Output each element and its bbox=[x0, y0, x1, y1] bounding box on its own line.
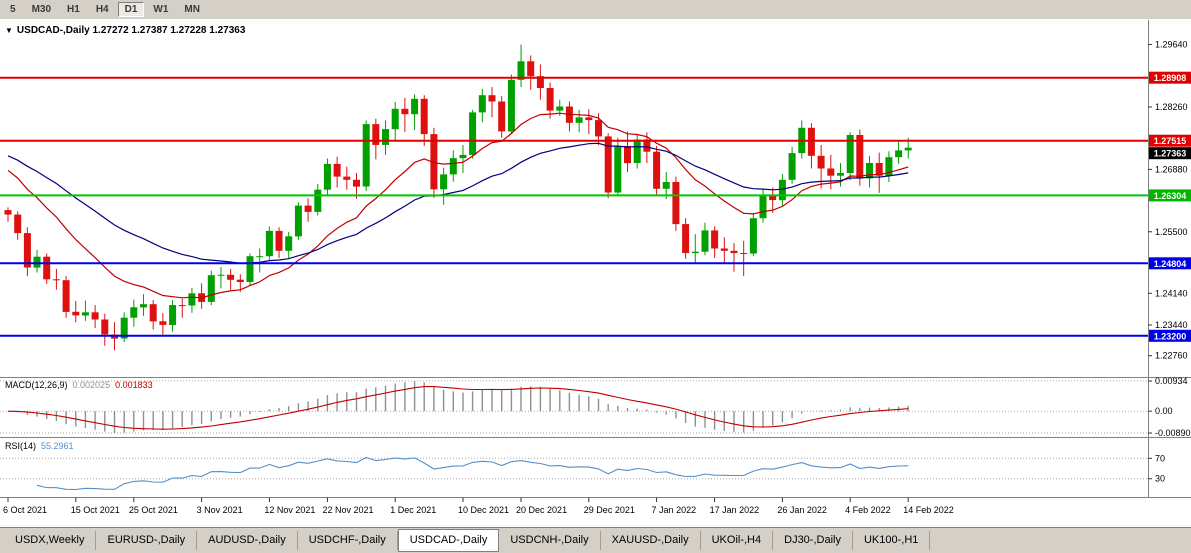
price-badge bbox=[1149, 257, 1191, 270]
price-tick-label: 1.25500 bbox=[1155, 227, 1188, 237]
chart-tab-ukoil-h4[interactable]: UKOil-,H4 bbox=[701, 531, 774, 550]
chart-tab-usdchf-daily[interactable]: USDCHF-,Daily bbox=[298, 531, 398, 550]
chart-tab-dj30-daily[interactable]: DJ30-,Daily bbox=[773, 531, 853, 550]
price-tick-label: 1.23440 bbox=[1155, 320, 1188, 330]
date-label: 4 Feb 2022 bbox=[845, 505, 891, 515]
timeframe-button-h4[interactable]: H4 bbox=[95, 4, 109, 15]
chart-area: 1.29640 1.28260 1.26880 1.25500 1.24140 1.234… bbox=[0, 20, 1191, 527]
price-badge-label: 1.23200 bbox=[1154, 331, 1187, 341]
macd-signal-line bbox=[7, 386, 909, 430]
chart-tab-usdcad-daily[interactable]: USDCAD-,Daily bbox=[397, 529, 500, 552]
chart-tab-uk100-h1[interactable]: UK100-,H1 bbox=[853, 531, 931, 550]
price-badge bbox=[1149, 147, 1191, 160]
chart-tab-bar: USDX,Weekly EURUSD-,Daily AUDUSD-,Daily USD… bbox=[0, 527, 1191, 553]
rsi-panel: 70 30 RSI(14) 55.2961 bbox=[0, 441, 1165, 491]
chart-tab-usdx-weekly[interactable]: USDX,Weekly bbox=[4, 531, 97, 550]
macd-axis-label: 0.00 bbox=[1155, 406, 1173, 416]
rsi-level-label: 30 bbox=[1155, 474, 1165, 484]
date-label: 6 Oct 2021 bbox=[3, 505, 47, 515]
date-label: 15 Oct 2021 bbox=[71, 505, 120, 515]
price-chart: 1.29640 1.28260 1.26880 1.25500 1.24140 1.234… bbox=[0, 20, 1191, 527]
moving-average-15 bbox=[7, 112, 909, 299]
macd-axis-label: 0.00934 bbox=[1155, 376, 1188, 386]
date-label: 29 Dec 2021 bbox=[584, 505, 635, 515]
price-badge-label: 1.27363 bbox=[1154, 149, 1187, 159]
chart-tab-audusd-daily[interactable]: AUDUSD-,Daily bbox=[197, 531, 298, 550]
date-label: 12 Nov 2021 bbox=[264, 505, 315, 515]
date-label: 7 Jan 2022 bbox=[652, 505, 697, 515]
macd-axis-label: -0.00890 bbox=[1155, 428, 1191, 438]
date-label: 26 Jan 2022 bbox=[777, 505, 827, 515]
date-label: 22 Nov 2021 bbox=[322, 505, 373, 515]
timeframe-button-5[interactable]: 5 bbox=[10, 4, 16, 15]
date-label: 14 Feb 2022 bbox=[903, 505, 954, 515]
price-tick-label: 1.22760 bbox=[1155, 351, 1188, 361]
timeframe-button-d1[interactable]: D1 bbox=[117, 2, 145, 17]
chart-tab-xauusd-daily[interactable]: XAUUSD-,Daily bbox=[601, 531, 701, 550]
chart-ohlc-header: ▼ USDCAD-,Daily 1.27272 1.27387 1.27228 1… bbox=[5, 25, 246, 36]
price-badge bbox=[1149, 189, 1191, 202]
macd-panel: 0.00934 0.00 -0.00890 MACD(12,26,9) 0.002025… bbox=[0, 376, 1191, 438]
timeframe-button-h1[interactable]: H1 bbox=[67, 4, 80, 15]
timeframe-button-mn[interactable]: MN bbox=[184, 4, 200, 15]
rsi-level-label: 70 bbox=[1155, 453, 1165, 463]
date-label: 17 Jan 2022 bbox=[710, 505, 760, 515]
price-badge-label: 1.26304 bbox=[1154, 191, 1187, 201]
price-tick-label: 1.26880 bbox=[1155, 164, 1188, 174]
date-label: 10 Dec 2021 bbox=[458, 505, 509, 515]
price-badge-label: 1.24804 bbox=[1154, 259, 1187, 269]
timeframe-toolbar: 5 M30 H1 H4 D1 W1 MN bbox=[0, 0, 1191, 20]
moving-average-34 bbox=[7, 142, 909, 264]
price-tick-label: 1.24140 bbox=[1155, 288, 1188, 298]
price-badge bbox=[1149, 329, 1191, 342]
price-badge-label: 1.27515 bbox=[1154, 136, 1187, 146]
chart-background bbox=[0, 20, 1191, 527]
macd-header: MACD(12,26,9) 0.002025 0.001833 bbox=[5, 380, 153, 390]
price-tick-label: 1.28260 bbox=[1155, 102, 1188, 112]
price-badge-label: 1.28908 bbox=[1154, 73, 1187, 83]
chart-tab-eurusd-daily[interactable]: EURUSD-,Daily bbox=[96, 531, 198, 550]
timeframe-button-m30[interactable]: M30 bbox=[31, 4, 52, 15]
price-tick-label: 1.29640 bbox=[1155, 40, 1188, 50]
rsi-line bbox=[36, 456, 909, 491]
price-badge bbox=[1149, 71, 1191, 84]
candles bbox=[4, 44, 912, 351]
date-label: 20 Dec 2021 bbox=[516, 505, 567, 515]
date-label: 3 Nov 2021 bbox=[197, 505, 243, 515]
date-axis: 6 Oct 2021 15 Oct 2021 25 Oct 2021 3 Nov 20… bbox=[3, 497, 954, 515]
chart-tab-usdcnh-daily[interactable]: USDCNH-,Daily bbox=[499, 531, 601, 550]
date-label: 1 Dec 2021 bbox=[390, 505, 436, 515]
date-label: 25 Oct 2021 bbox=[129, 505, 178, 515]
price-badge bbox=[1149, 134, 1191, 147]
rsi-header: RSI(14) 55.2961 bbox=[5, 441, 74, 451]
timeframe-button-w1[interactable]: W1 bbox=[153, 4, 169, 15]
